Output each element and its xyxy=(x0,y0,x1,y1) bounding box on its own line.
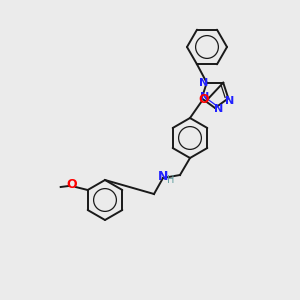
Text: O: O xyxy=(66,178,77,191)
Text: H: H xyxy=(167,175,175,185)
Text: N: N xyxy=(225,96,234,106)
Text: N: N xyxy=(158,170,168,184)
Text: N: N xyxy=(214,104,223,114)
Text: N: N xyxy=(200,92,209,102)
Text: O: O xyxy=(198,93,209,106)
Text: N: N xyxy=(199,78,208,88)
